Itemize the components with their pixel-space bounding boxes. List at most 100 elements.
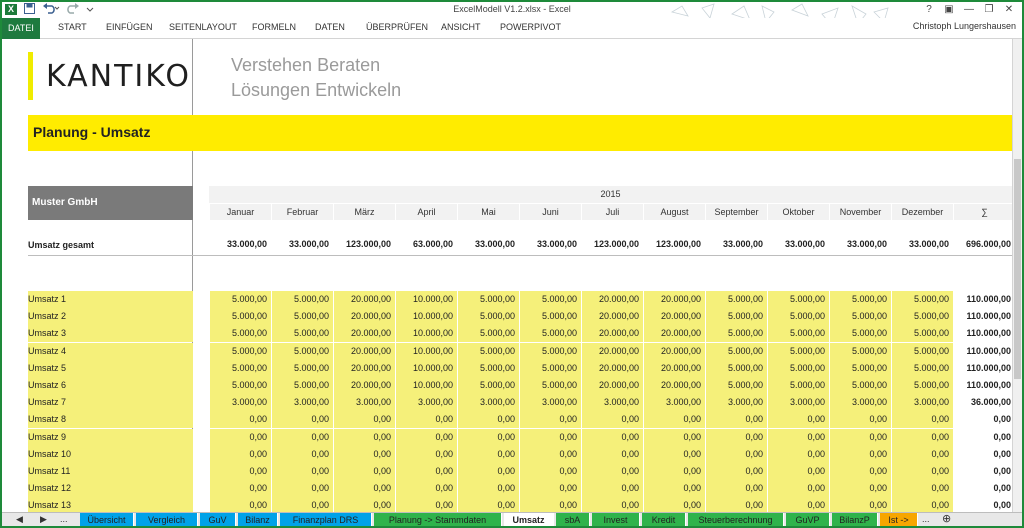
- tab-powerpivot[interactable]: POWERPIVOT: [500, 22, 562, 32]
- data-cell[interactable]: 20.000,00: [643, 342, 705, 360]
- data-cell[interactable]: 0,00: [395, 480, 457, 498]
- row-label[interactable]: Umsatz 10: [28, 448, 72, 459]
- total-cell[interactable]: 33.000,00: [536, 239, 577, 249]
- user-name[interactable]: Christoph Lungershausen: [912, 21, 1016, 31]
- sheet-tab[interactable]: Kredit: [642, 513, 686, 526]
- total-row-label[interactable]: Umsatz gesamt: [28, 240, 95, 250]
- tab-scroll-right-icon[interactable]: ▶: [40, 514, 47, 524]
- data-cell[interactable]: 5.000,00: [829, 377, 891, 394]
- row-label[interactable]: Umsatz 13: [28, 500, 72, 511]
- data-cell[interactable]: 5.000,00: [891, 308, 953, 326]
- data-cell[interactable]: 5.000,00: [271, 359, 333, 377]
- restore-icon[interactable]: ❐: [984, 4, 994, 15]
- total-cell[interactable]: 33.000,00: [846, 239, 887, 249]
- data-cell[interactable]: 20.000,00: [643, 325, 705, 343]
- data-cell[interactable]: 0,00: [829, 480, 891, 498]
- sheet-tab[interactable]: sbA: [556, 513, 590, 526]
- data-cell[interactable]: 0,00: [829, 428, 891, 446]
- data-cell[interactable]: 0,00: [767, 480, 829, 498]
- data-cell[interactable]: 20.000,00: [581, 291, 643, 308]
- row-label[interactable]: Umsatz 1: [28, 294, 67, 304]
- sheet-tab[interactable]: Bilanz: [238, 513, 278, 526]
- row-sum-cell[interactable]: 36.000,00: [970, 397, 1011, 408]
- data-cell[interactable]: 5.000,00: [829, 359, 891, 377]
- row-sum-cell[interactable]: 110.000,00: [966, 345, 1011, 356]
- data-cell[interactable]: 3.000,00: [519, 394, 581, 412]
- data-cell[interactable]: 20.000,00: [643, 291, 705, 308]
- tab-ueberpruefen[interactable]: ÜBERPRÜFEN: [366, 22, 429, 32]
- data-cell[interactable]: 5.000,00: [705, 308, 767, 326]
- data-cell[interactable]: 5.000,00: [891, 291, 953, 308]
- data-cell[interactable]: 0,00: [333, 445, 395, 463]
- sheet-tab[interactable]: Steuerberechnung: [688, 513, 784, 526]
- company-header[interactable]: Muster GmbH: [28, 186, 193, 220]
- help-icon[interactable]: ?: [926, 4, 932, 15]
- month-header[interactable]: März: [333, 204, 395, 220]
- data-cell[interactable]: 0,00: [395, 445, 457, 463]
- month-header[interactable]: April: [395, 204, 457, 220]
- data-cell[interactable]: 0,00: [519, 463, 581, 480]
- customize-qat-icon[interactable]: [86, 3, 94, 16]
- sheet-tab[interactable]: Invest: [592, 513, 640, 526]
- data-cell[interactable]: 0,00: [333, 497, 395, 512]
- row-sum-cell[interactable]: 0,00: [993, 500, 1011, 511]
- data-cell[interactable]: 3.000,00: [829, 394, 891, 412]
- data-cell[interactable]: 0,00: [705, 463, 767, 480]
- data-cell[interactable]: 0,00: [209, 445, 271, 463]
- data-cell[interactable]: 5.000,00: [705, 342, 767, 360]
- data-cell[interactable]: 0,00: [395, 428, 457, 446]
- data-cell[interactable]: 0,00: [891, 497, 953, 512]
- data-cell[interactable]: 0,00: [767, 463, 829, 480]
- data-cell[interactable]: 5.000,00: [271, 308, 333, 326]
- month-header[interactable]: Mai: [457, 204, 519, 220]
- data-cell[interactable]: 0,00: [891, 445, 953, 463]
- data-cell[interactable]: 0,00: [767, 497, 829, 512]
- data-cell[interactable]: 3.000,00: [457, 394, 519, 412]
- total-cell[interactable]: 33.000,00: [722, 239, 763, 249]
- data-cell[interactable]: 0,00: [271, 463, 333, 480]
- add-sheet-icon[interactable]: ⊕: [942, 513, 952, 525]
- data-cell[interactable]: 5.000,00: [767, 359, 829, 377]
- data-cell[interactable]: 0,00: [643, 411, 705, 429]
- data-cell[interactable]: 5.000,00: [891, 325, 953, 343]
- tab-daten[interactable]: DATEN: [315, 22, 345, 32]
- data-cell[interactable]: 10.000,00: [395, 359, 457, 377]
- row-sum-cell[interactable]: 0,00: [993, 483, 1011, 494]
- data-cell[interactable]: 0,00: [457, 445, 519, 463]
- data-cell[interactable]: 20.000,00: [581, 308, 643, 326]
- data-cell[interactable]: 5.000,00: [271, 291, 333, 308]
- data-cell[interactable]: 5.000,00: [829, 325, 891, 343]
- data-cell[interactable]: 0,00: [829, 411, 891, 429]
- data-cell[interactable]: 5.000,00: [767, 377, 829, 394]
- data-cell[interactable]: 0,00: [333, 428, 395, 446]
- data-cell[interactable]: 5.000,00: [705, 377, 767, 394]
- tab-more-right[interactable]: ...: [922, 514, 930, 524]
- data-cell[interactable]: 5.000,00: [457, 291, 519, 308]
- data-cell[interactable]: 5.000,00: [457, 359, 519, 377]
- data-cell[interactable]: 0,00: [581, 480, 643, 498]
- data-cell[interactable]: 0,00: [271, 497, 333, 512]
- row-label[interactable]: Umsatz 5: [28, 362, 67, 373]
- row-sum-cell[interactable]: 0,00: [993, 431, 1011, 442]
- data-cell[interactable]: 3.000,00: [581, 394, 643, 412]
- row-sum-cell[interactable]: 110.000,00: [966, 311, 1011, 322]
- data-cell[interactable]: 0,00: [767, 445, 829, 463]
- data-cell[interactable]: 0,00: [209, 497, 271, 512]
- data-cell[interactable]: 0,00: [271, 445, 333, 463]
- month-header[interactable]: Januar: [209, 204, 271, 220]
- sheet-tab[interactable]: GuVP: [786, 513, 830, 526]
- data-cell[interactable]: 0,00: [395, 497, 457, 512]
- data-cell[interactable]: 20.000,00: [581, 359, 643, 377]
- data-cell[interactable]: 0,00: [333, 480, 395, 498]
- total-cell[interactable]: 33.000,00: [226, 239, 267, 249]
- total-cell[interactable]: 123.000,00: [655, 239, 701, 249]
- sheet-tab[interactable]: Vergleich: [136, 513, 198, 526]
- data-cell[interactable]: 20.000,00: [333, 342, 395, 360]
- sheet-tab[interactable]: Finanzplan DRS: [280, 513, 372, 526]
- data-cell[interactable]: 3.000,00: [333, 394, 395, 412]
- data-cell[interactable]: 0,00: [519, 411, 581, 429]
- data-cell[interactable]: 5.000,00: [209, 377, 271, 394]
- data-cell[interactable]: 5.000,00: [891, 342, 953, 360]
- month-header[interactable]: Oktober: [767, 204, 829, 220]
- data-cell[interactable]: 20.000,00: [581, 325, 643, 343]
